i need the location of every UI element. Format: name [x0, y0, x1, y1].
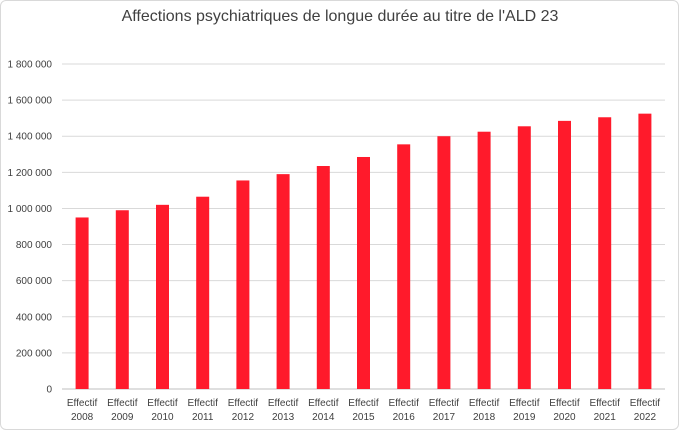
bar	[196, 196, 210, 389]
y-tick-label: 400 000	[16, 312, 53, 323]
x-category-label: Effectif	[308, 398, 339, 409]
x-category-label: 2013	[272, 412, 295, 423]
bar	[115, 210, 129, 389]
x-category-label: 2015	[352, 412, 375, 423]
x-category-label: 2011	[192, 412, 214, 423]
y-tick-label: 800 000	[16, 240, 53, 251]
x-category-label: 2019	[513, 412, 536, 423]
y-axis-tick-labels: 0 200 000 400 000 600 000 800 000 1 000 000 1 …	[8, 60, 53, 396]
bar	[75, 217, 89, 389]
x-category-label: Effectif	[348, 398, 379, 409]
x-category-label: Effectif	[469, 398, 500, 409]
x-category-label: Effectif	[429, 398, 460, 409]
bar	[437, 136, 451, 389]
bar	[517, 126, 531, 390]
x-category-label: 2012	[232, 412, 255, 423]
x-category-label: 2010	[151, 412, 174, 423]
chart-title: Affections psychiatriques de longue duré…	[121, 8, 559, 25]
y-tick-label: 1 200 000	[8, 168, 53, 179]
bar	[558, 120, 571, 389]
x-category-label: 2008	[71, 412, 94, 423]
x-category-label: 2018	[473, 412, 496, 423]
x-category-label: 2021	[594, 412, 617, 423]
x-category-label: Effectif	[67, 398, 98, 409]
bar	[397, 144, 411, 389]
x-category-label: 2017	[433, 412, 456, 423]
x-category-label: Effectif	[630, 398, 661, 409]
x-category-label: 2022	[634, 412, 657, 423]
x-category-label: 2009	[111, 412, 134, 423]
y-tick-label: 0	[46, 385, 52, 396]
x-category-label: Effectif	[228, 398, 259, 409]
bars	[75, 113, 652, 390]
x-category-label: Effectif	[590, 398, 621, 409]
bar	[357, 156, 370, 389]
x-category-label: Effectif	[389, 398, 420, 409]
x-category-label: Effectif	[509, 398, 540, 409]
bar	[156, 204, 169, 389]
x-category-label: 2016	[393, 412, 416, 423]
x-category-label: Effectif	[188, 398, 219, 409]
x-category-label: 2014	[312, 412, 335, 423]
x-category-label: Effectif	[268, 398, 299, 409]
bar	[477, 131, 491, 390]
bar	[236, 180, 250, 389]
y-tick-label: 1 600 000	[8, 96, 53, 107]
y-tick-label: 1 400 000	[8, 132, 53, 143]
y-tick-label: 1 800 000	[8, 60, 53, 71]
bar	[276, 174, 290, 389]
bar	[316, 166, 330, 389]
bar	[638, 113, 652, 390]
x-category-label: Effectif	[147, 398, 178, 409]
bar	[598, 117, 612, 389]
y-tick-label: 1 000 000	[8, 204, 53, 215]
x-category-label: Effectif	[107, 398, 138, 409]
y-tick-label: 200 000	[16, 348, 53, 359]
x-axis-category-labels: Effectif 2008 Effectif 2009 Effectif 2010 Effe…	[67, 398, 660, 423]
x-category-label: 2020	[553, 412, 576, 423]
x-category-label: Effectif	[549, 398, 580, 409]
y-tick-label: 600 000	[16, 276, 53, 287]
